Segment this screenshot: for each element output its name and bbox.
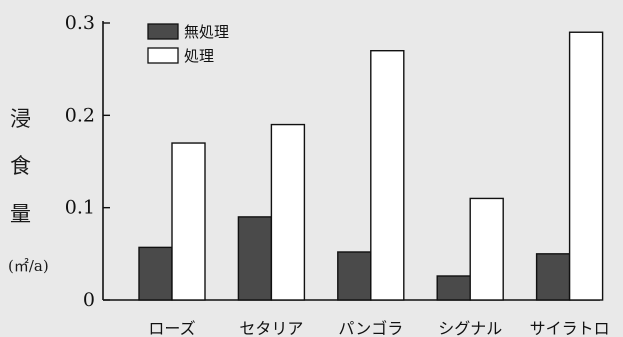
bar-treated-5 [568,31,604,301]
y-axis-label-char-3: 量 [10,202,31,226]
bar-untreated-1 [138,246,173,301]
x-tick-label: サイラトロ [530,319,610,337]
legend-swatch-1 [147,23,179,40]
bar-untreated-4 [436,275,471,301]
x-tick-label: セタリア [239,319,303,337]
legend-swatch-2 [147,47,179,64]
bar-untreated-5 [535,253,571,301]
bar-untreated-3 [337,251,372,301]
bar-treated-2 [270,123,306,301]
y-tick-label: 0.1 [65,197,95,219]
bar-untreated-2 [237,216,273,301]
y-axis-label-char-1: 浸 [10,107,31,131]
bar-treated-3 [370,50,405,301]
bar-treated-4 [469,197,504,301]
legend-label-2: 処理 [184,47,214,65]
y-tick-label: 0.2 [65,104,95,126]
x-tick-label: シグナル [438,319,502,337]
bar-treated-1 [171,142,206,301]
y-tick-label: 0 [83,289,95,311]
y-axis-label-char-2: 食 [10,154,31,178]
x-tick-label: パンゴラ [338,319,403,337]
y-axis-unit: (㎡/a) [8,257,49,275]
x-tick-label: ローズ [148,319,195,337]
y-tick-label: 0.3 [65,12,95,34]
legend-label-1: 無処理 [184,23,229,41]
